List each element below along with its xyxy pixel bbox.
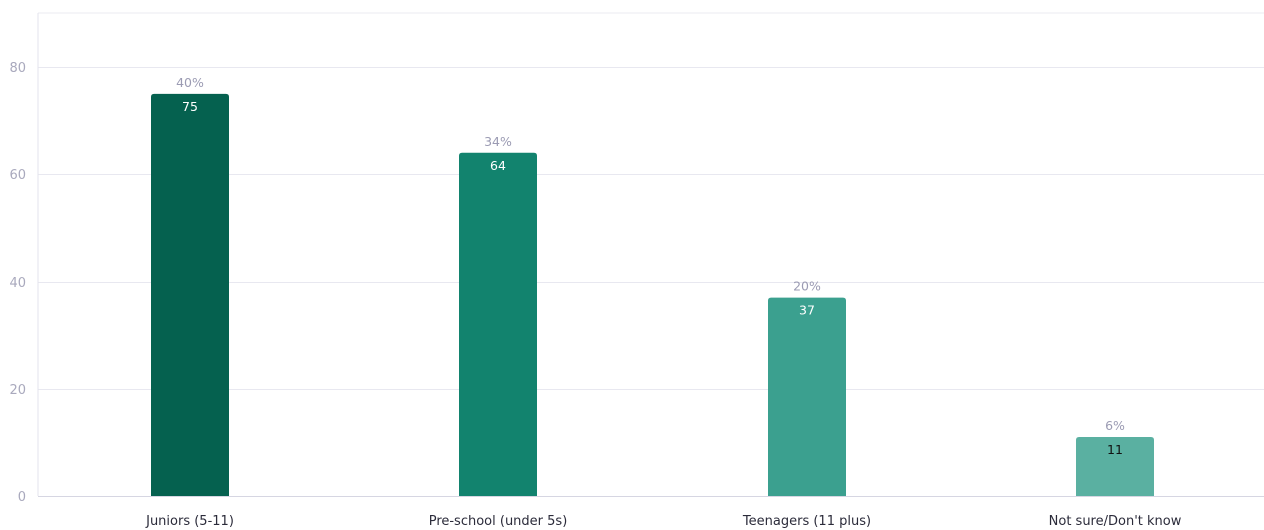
- y-tick-label: 60: [9, 168, 26, 183]
- percentage-label: 34%: [484, 134, 512, 149]
- value-label: 37: [799, 303, 815, 318]
- axes: [37, 12, 1264, 497]
- y-tick-label: 80: [9, 61, 26, 76]
- percentage-label: 6%: [1105, 418, 1125, 433]
- category-label: Teenagers (11 plus): [742, 514, 871, 529]
- bar: [768, 297, 846, 496]
- value-label: 11: [1107, 442, 1123, 457]
- y-tick-label: 0: [18, 490, 26, 505]
- data-labels: 40% 75 34% 64 20% 37 6% 11: [176, 75, 1125, 457]
- y-tick-label: 20: [9, 383, 26, 398]
- category-label: Not sure/Don't know: [1049, 514, 1182, 529]
- percentage-label: 20%: [793, 279, 821, 294]
- bar: [151, 93, 229, 496]
- category-label: Juniors (5-11): [145, 514, 234, 529]
- y-tick-label: 40: [9, 276, 26, 291]
- value-label: 75: [182, 99, 198, 114]
- category-labels: Juniors (5-11) Pre-school (under 5s) Teena…: [145, 514, 1182, 529]
- bar: [1076, 437, 1154, 496]
- gridlines: [38, 67, 1264, 390]
- y-tick-labels: 0 20 40 60 80: [9, 61, 26, 505]
- bars: [151, 93, 1154, 497]
- value-label: 64: [490, 158, 506, 173]
- category-label: Pre-school (under 5s): [429, 514, 568, 529]
- percentage-label: 40%: [176, 75, 204, 90]
- bar: [459, 152, 537, 497]
